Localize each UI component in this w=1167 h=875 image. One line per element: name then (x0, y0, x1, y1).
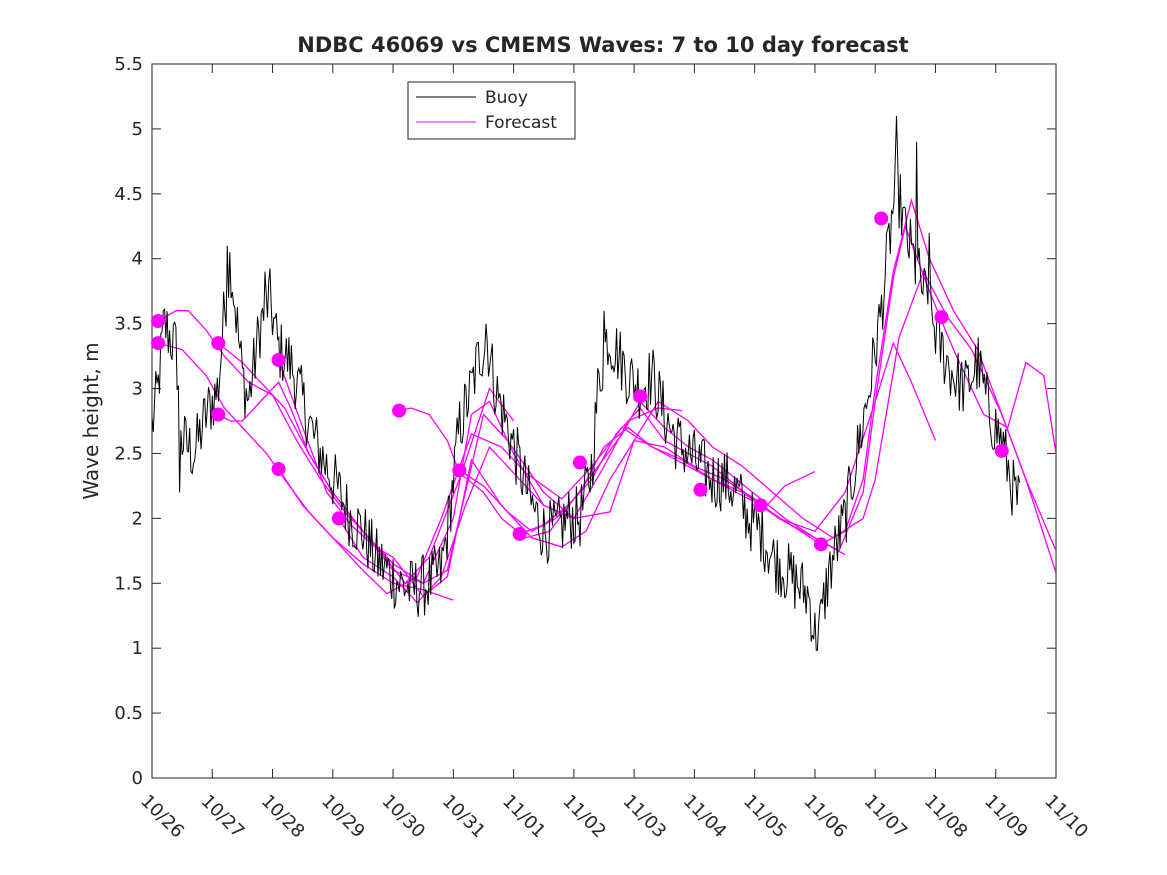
y-tick-label: 5 (132, 119, 143, 140)
y-tick-label: 0.5 (114, 703, 143, 724)
forecast-line-5 (277, 341, 937, 598)
forecast-marker (151, 336, 166, 351)
y-tick-label: 5.5 (114, 54, 143, 75)
y-tick-label: 1.5 (114, 573, 143, 594)
series-layer (152, 115, 1056, 652)
forecast-marker (693, 482, 708, 497)
forecast-marker (392, 403, 407, 418)
y-tick-label: 0 (132, 768, 143, 789)
forecast-marker (813, 537, 828, 552)
plot-area: 00.511.522.533.544.555.5 10/26 10/27 10/28… (114, 54, 1092, 842)
forecast-marker (331, 511, 346, 526)
y-tick-label: 4.5 (114, 184, 143, 205)
y-axis-ticks: 0 0.5 1 1.5 2 2.5 3 3.5 4 4.5 5 5.5 (114, 54, 1056, 789)
buoy-line (152, 115, 1021, 652)
forecast-marker (994, 443, 1009, 458)
forecast-marker (151, 314, 166, 329)
axes-box (151, 63, 1057, 779)
forecast-marker (271, 352, 286, 367)
forecast-marker (271, 462, 286, 477)
forecast-marker (753, 498, 768, 513)
forecast-line-6 (338, 270, 1056, 604)
legend-label-forecast: Forecast (485, 113, 557, 133)
legend-label-buoy: Buoy (485, 88, 528, 108)
forecast-marker (512, 526, 527, 541)
forecast-line-1 (157, 310, 515, 585)
legend: Buoy Forecast (407, 81, 576, 140)
forecast-markers (151, 211, 1009, 552)
forecast-marker (452, 463, 467, 478)
y-tick-label: 4 (132, 249, 143, 270)
chart-title: NDBC 46069 vs CMEMS Waves: 7 to 10 day f… (297, 33, 908, 57)
forecast-line-3 (217, 342, 683, 585)
y-tick-label: 3 (132, 379, 143, 400)
forecast-marker (572, 455, 587, 470)
forecast-marker (874, 211, 889, 226)
legend-box (407, 81, 576, 140)
forecast-marker (211, 336, 226, 351)
forecast-line-9 (519, 197, 1056, 552)
y-axis-label: Wave height, m (79, 342, 103, 499)
forecast-marker (211, 407, 226, 422)
forecast-line-0 (157, 342, 454, 601)
y-tick-label: 2 (132, 508, 143, 529)
forecast-marker (934, 310, 949, 325)
y-tick-label: 2.5 (114, 443, 143, 464)
y-tick-label: 1 (132, 638, 143, 659)
forecast-marker (633, 389, 648, 404)
forecast-line-4 (278, 426, 846, 595)
y-tick-label: 3.5 (114, 314, 143, 335)
